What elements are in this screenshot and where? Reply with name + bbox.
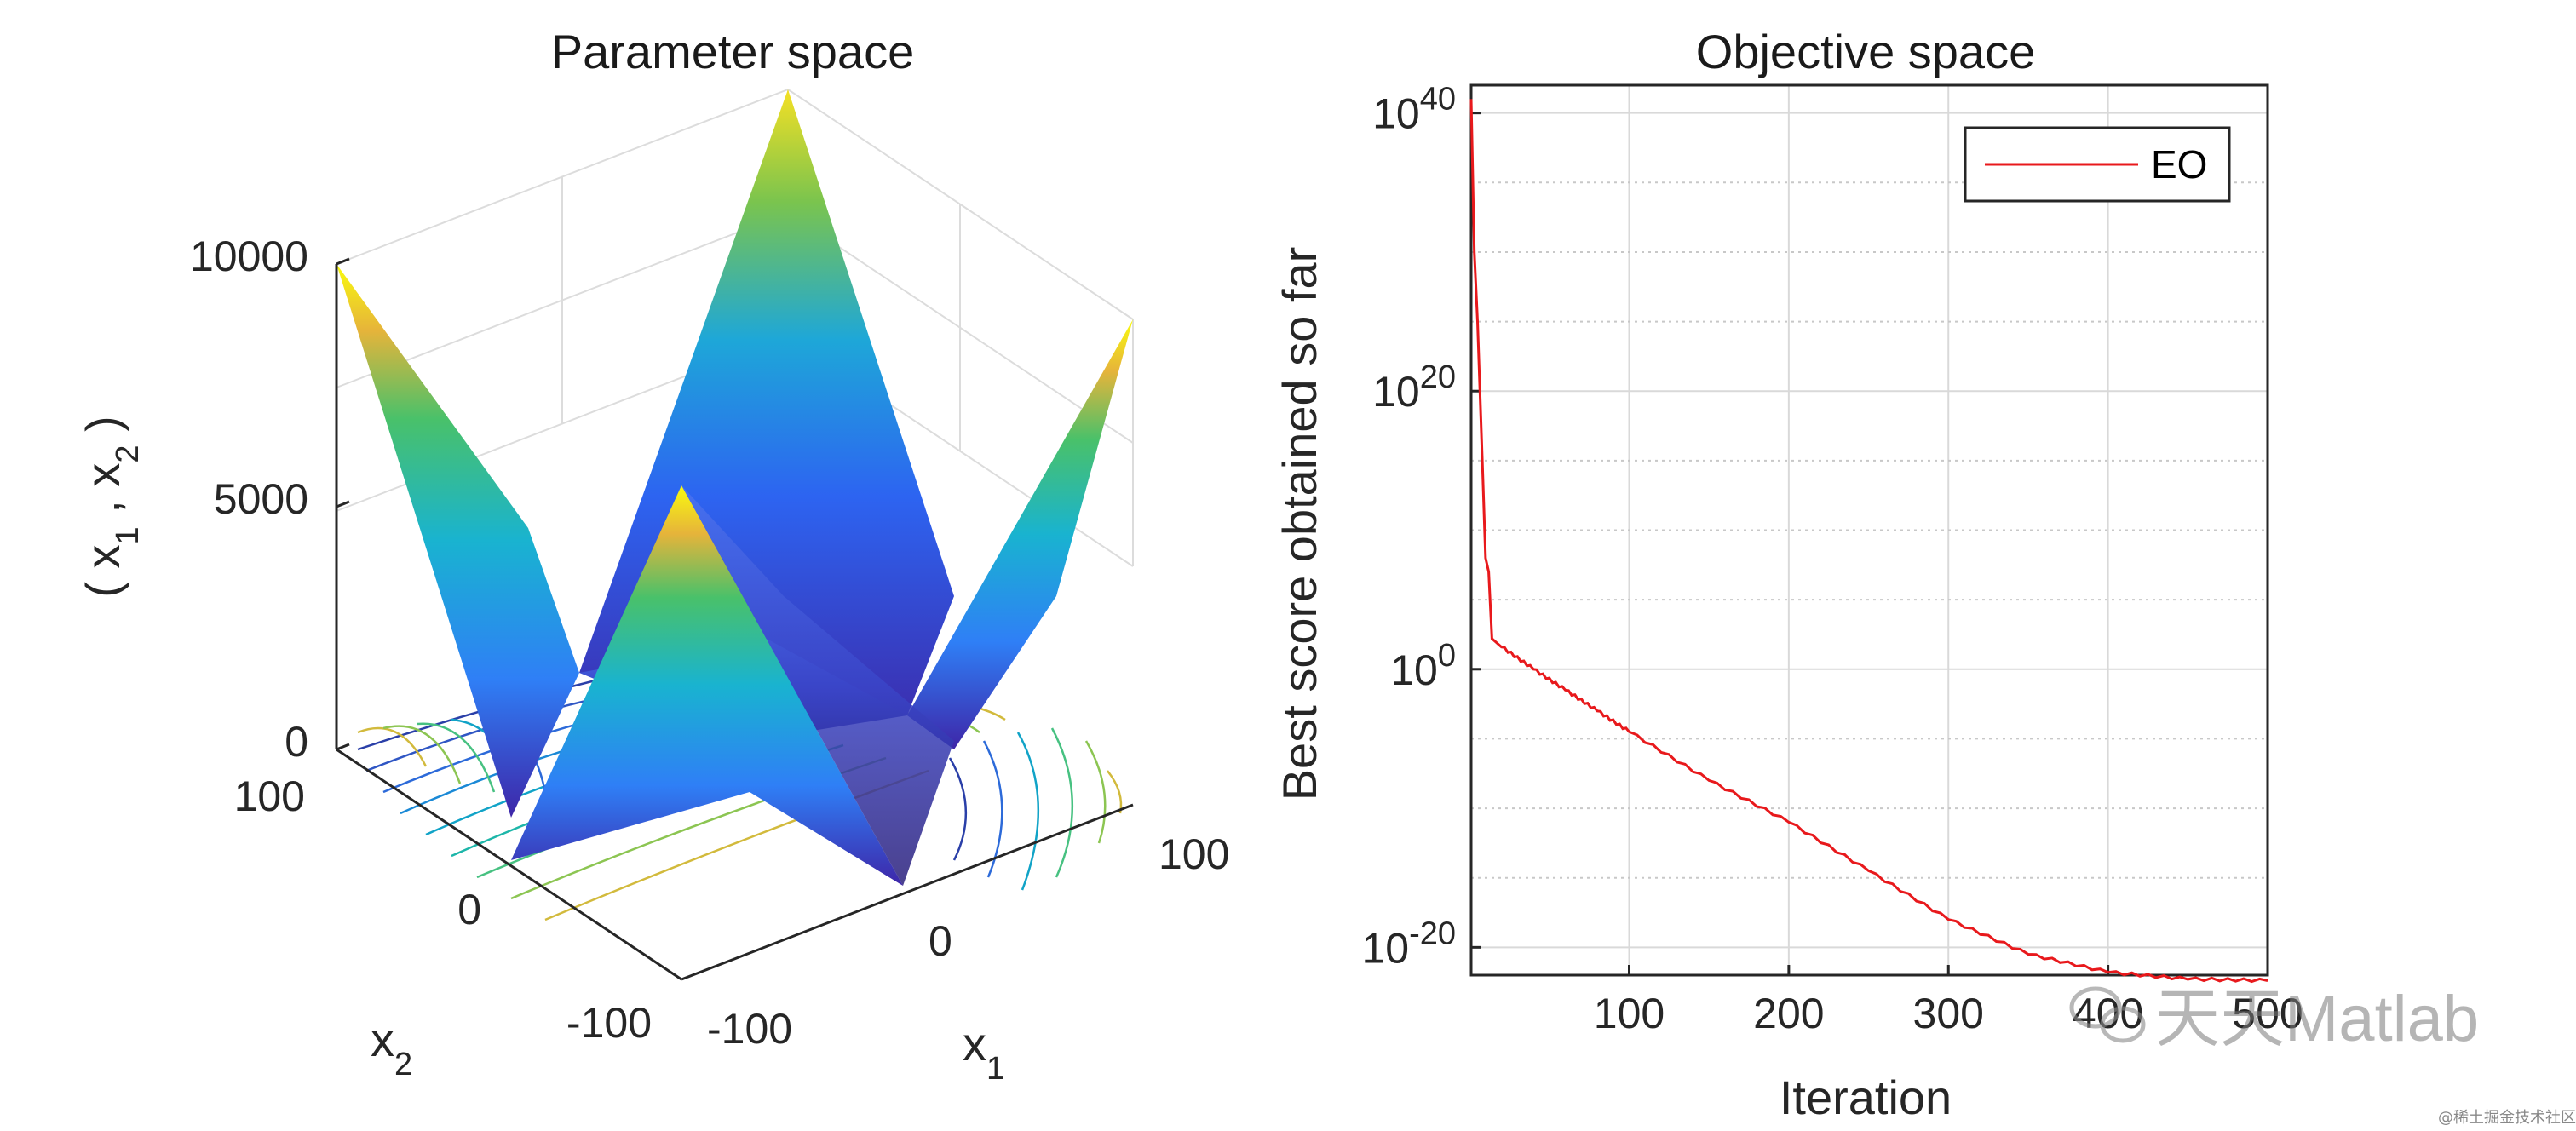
z-tick-label: 10000 <box>190 233 308 280</box>
surface <box>336 89 1133 886</box>
grid <box>1471 85 2268 975</box>
left-title: Parameter space <box>551 25 914 78</box>
x1-tick-label: 0 <box>929 917 952 965</box>
surface-left-wing <box>336 264 579 818</box>
y-tick-label: 10-20 <box>1361 916 1456 972</box>
x-tick-label: 200 <box>1753 990 1824 1037</box>
x-tick-label: 100 <box>1594 990 1665 1037</box>
x2-axis-ticks: 100 0 -100 <box>234 772 652 1047</box>
z-axis-ticks: 10000 5000 0 <box>190 233 350 766</box>
legend-label: EO <box>2151 142 2207 187</box>
y-tick-label: 1040 <box>1372 82 1456 138</box>
right-title: Objective space <box>1696 25 2035 78</box>
z-tick-label: 0 <box>285 718 308 766</box>
x1-axis-ticks: -100 0 100 <box>707 830 1229 1053</box>
objective-space-plot: Objective space 1040 1020 100 10-20 100 200 3… <box>1273 25 2303 1124</box>
watermark: 天天Matlab @稀土掘金技术社区 <box>2069 983 2576 1127</box>
x-axis-label: Iteration <box>1780 1071 1952 1124</box>
x2-axis-label: x2 <box>371 1013 412 1082</box>
wechat-icon <box>2069 986 2146 1043</box>
x1-tick-label: -100 <box>707 1005 792 1053</box>
z-tick-label: 5000 <box>214 475 308 523</box>
x-axis-ticks: 100 200 300 400 500 <box>1594 965 2303 1037</box>
y-axis-label: Best score obtained so far <box>1273 247 1326 801</box>
x2-tick-label: 100 <box>234 772 305 820</box>
surface-front-peak <box>511 485 903 886</box>
x-tick-label: 500 <box>2232 990 2303 1037</box>
y-tick-label: 100 <box>1390 638 1456 694</box>
surface-right-wing <box>907 319 1133 749</box>
legend: EO <box>1964 126 2231 203</box>
x-tick-label: 300 <box>1913 990 1984 1037</box>
x2-tick-label: -100 <box>566 999 652 1047</box>
x1-tick-label: 100 <box>1159 830 1229 878</box>
y-axis-ticks: 1040 1020 100 10-20 <box>1361 82 1481 972</box>
y-tick-label: 1020 <box>1372 359 1456 416</box>
z-axis-label: ( x1 , x2 ) <box>76 416 146 597</box>
x1-axis-label: x1 <box>963 1017 1004 1087</box>
eo-series-line <box>1469 99 2268 984</box>
watermark-small: @稀土掘金技术社区 <box>2438 1109 2576 1127</box>
x2-tick-label: 0 <box>457 886 481 933</box>
watermark-text: 天天Matlab <box>2155 983 2479 1055</box>
surface-front-shadow <box>681 485 954 886</box>
parameter-space-plot: Parameter space <box>76 25 1229 1087</box>
plot-frame <box>1469 83 2269 977</box>
